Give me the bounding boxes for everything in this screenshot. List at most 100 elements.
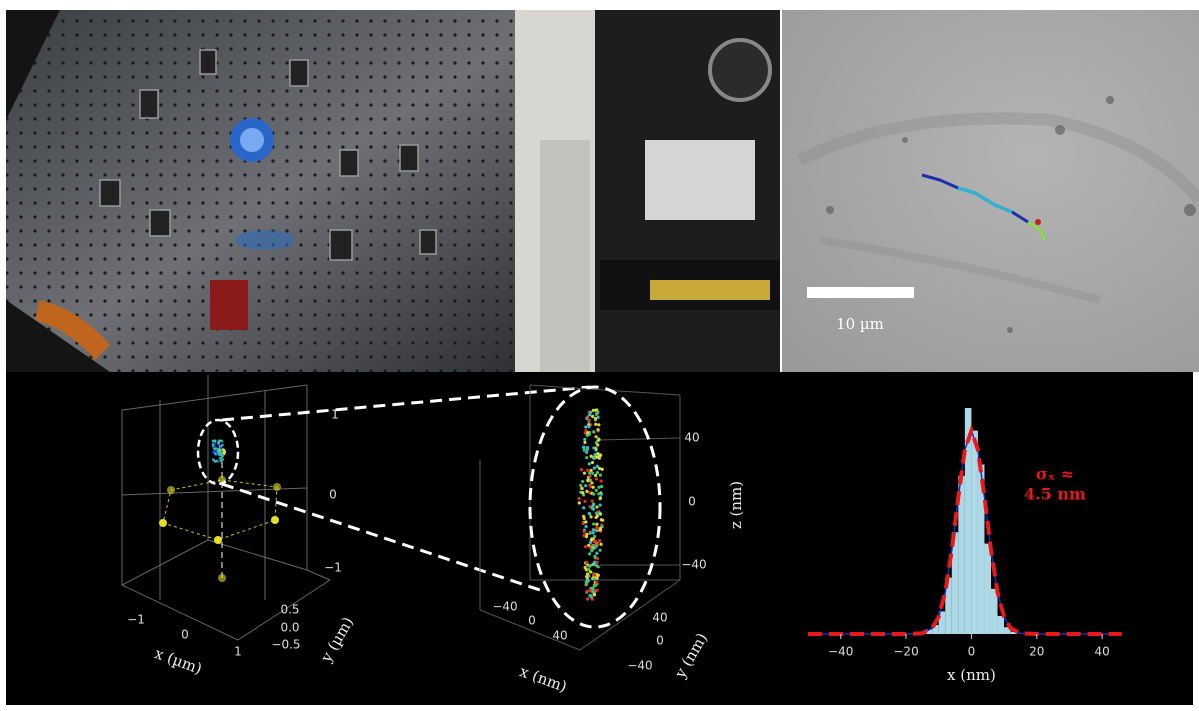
scatter-dot [596,428,599,431]
scatter-dot [596,465,599,468]
scatter-dot [589,570,592,573]
scatter-dot [584,520,587,523]
scatter-dot [599,527,602,530]
x-tick-label: 20 [1029,645,1044,659]
scatter-dot [597,565,600,568]
scatter-dot [599,549,602,552]
scatter-dot [217,441,220,444]
tick-label: 40 [552,629,567,643]
scatter-dot [597,486,600,489]
scatter-dot [583,517,586,520]
tick-label: 0.0 [280,621,299,635]
scatter-dot [591,548,594,551]
tick-label: 1 [331,408,339,422]
tick-label: 40 [652,611,667,625]
scatter-dot [583,449,586,452]
scatter-dot [582,446,585,449]
scatter-dot [591,598,594,601]
scatter-dot [578,501,581,504]
setup-photo [6,10,780,372]
scatter-dot [213,450,216,453]
scatter-dot [588,512,591,515]
scatter-dot [595,526,598,529]
scatter-dot [597,423,600,426]
scatter-dot [599,504,602,507]
x-tick-label: −20 [893,645,918,659]
scatter-dot [586,578,589,581]
scatter-dot [582,534,585,537]
bar [998,616,1005,634]
scatter-dot [588,418,591,421]
scatter-dot [588,552,591,555]
scatter-dot [593,555,596,558]
scatter-dot [582,522,585,525]
scatter-dot [601,468,604,471]
scatter-dot [592,508,595,511]
scatter-dot [593,573,596,576]
tick-label: −40 [681,558,706,572]
scatter-dot [595,523,598,526]
scatter-dot [214,440,217,443]
scatter-dot [592,446,595,449]
scatter-dot [591,587,594,590]
scatter-dot [595,552,598,555]
scatter-dot [585,561,588,564]
scatter-dot [598,539,601,542]
scatter-dot [590,469,593,472]
tick-label: −40 [492,600,517,614]
scatter-dot [221,455,224,458]
scatter-dot [220,440,223,443]
tick-label: 1 [234,645,242,659]
scatter-dot [578,497,581,500]
scatter-dot [594,435,597,438]
scatter-dot [596,411,599,414]
scatter-dot [213,444,216,447]
scatter-dot [212,458,215,461]
scatter-dot [592,486,595,489]
scatter-dot [583,472,586,475]
scatter-dot [591,499,594,502]
scatter-dot [589,411,592,414]
scatter-dot [217,448,220,451]
cell-image: 10 µm [782,10,1199,372]
scatter-dot [586,597,589,600]
tick-label: −1 [127,613,145,627]
scatter-dot [591,415,594,418]
tick-label: 0 [329,488,337,502]
x-tick-label: 0 [968,645,976,659]
scatter-dot [216,450,219,453]
scatter-dot [587,544,590,547]
scatter-dot [221,444,224,447]
scatter-dot [595,581,598,584]
scatter-dot [599,454,602,457]
scatter-dot [591,461,594,464]
scatter-dot [585,456,588,459]
page: 10 µm −40−2002040x (nm)σₓ ≈4.5 nm 10−1−1… [0,0,1199,711]
scatter-dot [596,471,599,474]
scatter-dot [581,480,584,483]
scatter-dot [586,469,589,472]
scatter-dot [586,431,589,434]
scatter-dot [588,491,591,494]
scatter-dot [584,484,587,487]
scatter-dot [598,457,601,460]
scatter-dot [596,589,599,592]
scatter-dot [215,460,218,463]
scatter-dot [596,443,599,446]
scatter-dot [584,545,587,548]
scatter-dot [586,590,589,593]
scatter-dot [590,481,593,484]
scatter-dot [586,446,589,449]
scatter-dot [595,505,598,508]
scatter-dot [592,522,595,525]
scatter-dot [597,438,600,441]
scatter-dot [590,455,593,458]
scatter-dot [589,541,592,544]
scatter-dot [594,474,597,477]
scatter-dot [583,500,586,503]
scatter-dot [593,577,596,580]
scatter-dot [587,425,590,428]
trajectory-end [1035,219,1041,225]
scatter-dot [593,593,596,596]
scatter-dot [581,491,584,494]
